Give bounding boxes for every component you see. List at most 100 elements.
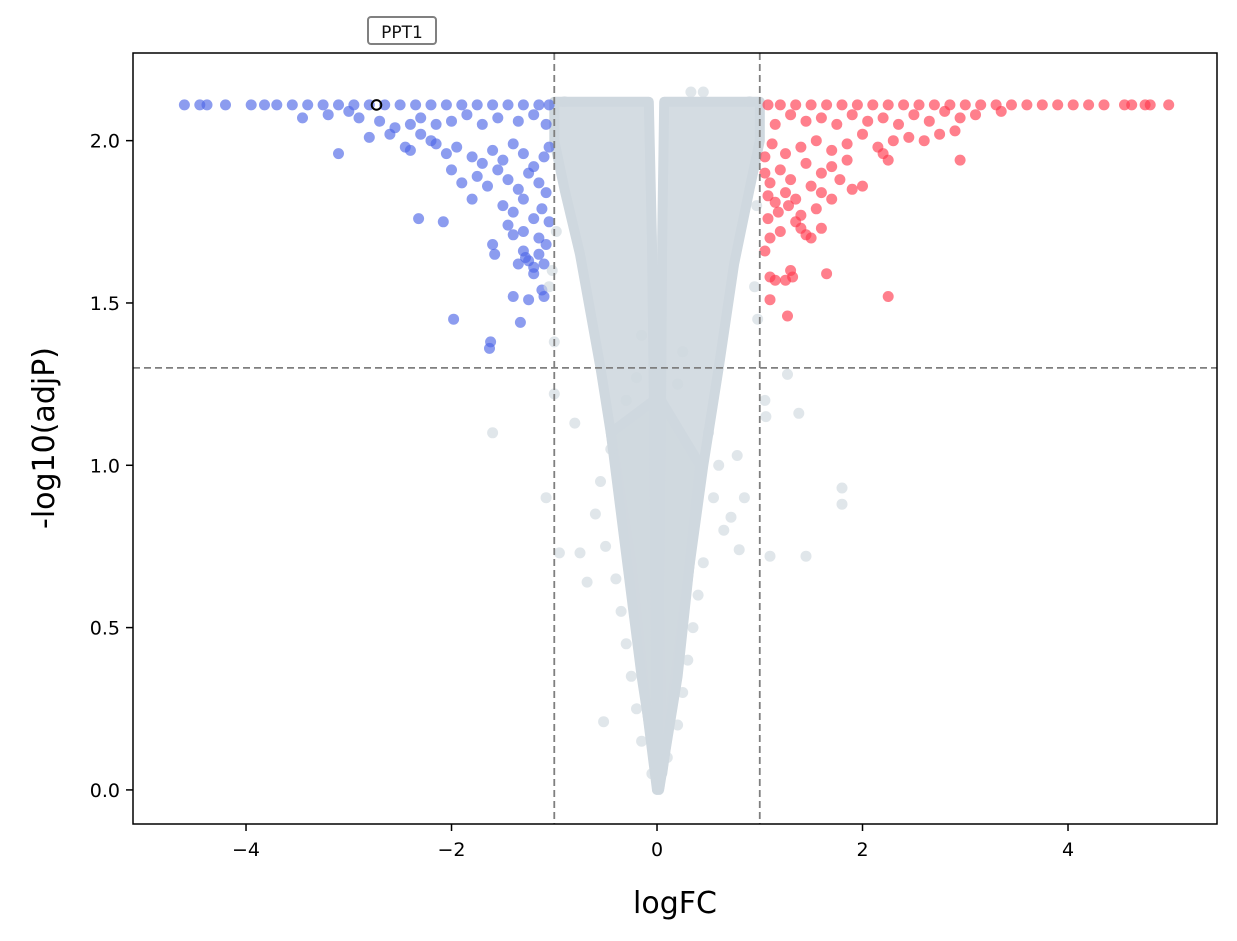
point-down — [502, 99, 514, 111]
point-up — [1119, 99, 1130, 111]
point-down — [317, 99, 329, 111]
point-up — [841, 138, 853, 150]
point-down — [512, 258, 524, 270]
x-tick-label: 4 — [1062, 839, 1074, 861]
point-up — [882, 291, 894, 302]
point-up — [810, 203, 822, 215]
point-down — [437, 216, 449, 228]
point-up — [928, 99, 940, 111]
point-not-significant — [589, 508, 601, 520]
point-not-significant — [752, 313, 764, 325]
point-down — [528, 213, 540, 225]
point-not-significant — [636, 735, 648, 747]
point-down — [507, 206, 519, 218]
point-up — [805, 180, 817, 192]
point-not-significant — [548, 388, 560, 400]
point-up — [821, 99, 833, 111]
point-down — [461, 109, 473, 121]
y-tick-label: 1.5 — [90, 293, 120, 315]
point-not-significant — [595, 476, 606, 487]
point-up — [831, 118, 843, 130]
point-not-significant — [759, 394, 771, 406]
point-up — [762, 99, 774, 111]
point-not-significant — [615, 605, 627, 617]
point-up — [1036, 99, 1048, 111]
point-up — [846, 183, 858, 195]
point-not-significant — [731, 450, 743, 461]
point-not-significant — [620, 638, 632, 650]
point-not-significant — [646, 768, 658, 780]
point-up — [954, 154, 966, 166]
point-not-significant — [672, 719, 684, 731]
point-down — [446, 164, 457, 176]
point-not-significant — [677, 346, 689, 358]
point-up — [769, 196, 781, 208]
point-not-significant — [702, 427, 714, 439]
point-up — [795, 141, 807, 153]
point-down — [415, 112, 427, 124]
point-down — [514, 316, 526, 328]
point-not-significant — [550, 226, 562, 237]
point-down — [451, 141, 463, 153]
point-up — [766, 138, 778, 150]
y-tick-label: 0.5 — [90, 618, 120, 640]
point-not-significant — [713, 459, 725, 471]
point-down — [538, 258, 550, 270]
point-down — [456, 177, 468, 189]
annotation-box — [367, 16, 437, 45]
y-tick-label: 1.0 — [90, 455, 120, 477]
point-up — [970, 109, 981, 121]
point-down — [333, 148, 344, 160]
point-up — [785, 109, 797, 121]
point-down — [523, 294, 535, 306]
point-not-significant — [605, 443, 617, 455]
point-up — [1067, 99, 1079, 111]
x-tick-label: −4 — [232, 839, 260, 861]
y-tick-label: 2.0 — [90, 131, 120, 153]
point-down — [430, 118, 442, 130]
point-down — [543, 99, 555, 111]
y-axis-title: -log10(adjP) — [27, 347, 62, 529]
point-up — [764, 232, 776, 244]
point-up — [959, 99, 971, 111]
point-up — [782, 310, 793, 322]
point-not-significant — [569, 417, 581, 429]
point-up — [898, 99, 910, 111]
point-down — [245, 99, 257, 111]
point-up — [893, 118, 904, 130]
point-down — [502, 174, 514, 186]
ns-cloud-core — [605, 395, 706, 795]
point-down — [271, 99, 283, 111]
point-down — [425, 99, 437, 111]
point-down — [517, 226, 529, 237]
point-not-significant — [636, 329, 648, 341]
point-down — [322, 109, 334, 121]
point-not-significant — [718, 524, 730, 536]
point-up — [882, 154, 894, 166]
x-tick-label: −2 — [438, 839, 466, 861]
gene-annotation: PPT1 — [367, 16, 437, 111]
x-axis-title: logFC — [633, 886, 717, 921]
point-up — [769, 118, 781, 130]
point-down — [448, 313, 460, 325]
point-down — [394, 99, 406, 111]
point-up — [762, 190, 774, 202]
point-down — [456, 99, 468, 111]
point-up — [903, 131, 915, 143]
point-not-significant — [661, 752, 673, 763]
point-up — [826, 193, 838, 205]
point-down — [404, 144, 416, 156]
point-down — [492, 164, 504, 176]
point-down — [533, 177, 545, 189]
point-not-significant — [836, 498, 848, 510]
point-up — [815, 167, 827, 179]
point-down — [512, 183, 524, 195]
point-down — [484, 342, 495, 354]
point-up — [913, 99, 925, 111]
point-up — [774, 226, 786, 237]
threshold-lines — [133, 53, 1217, 824]
point-up — [762, 213, 774, 225]
point-down — [489, 248, 501, 260]
point-up — [759, 167, 771, 179]
